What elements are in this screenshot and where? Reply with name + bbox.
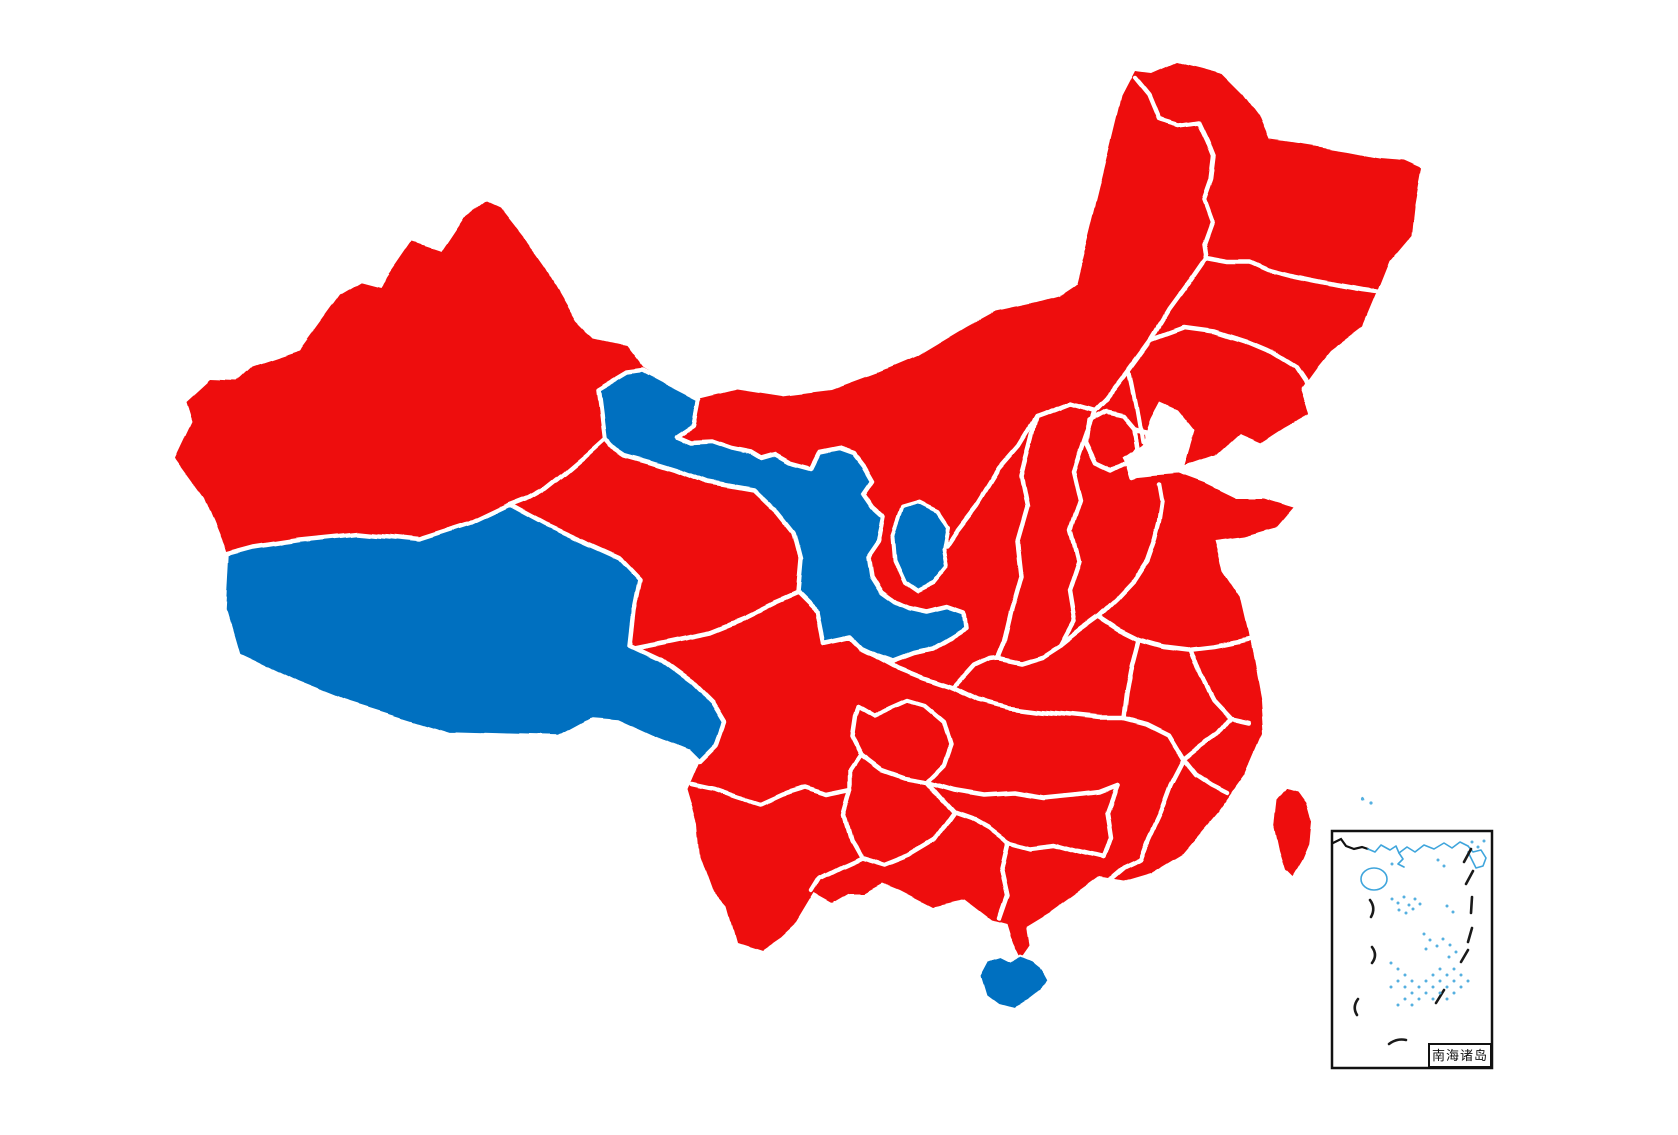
inset-label: 南海诸岛 bbox=[1432, 1048, 1488, 1064]
inset-nine-dash-line bbox=[1353, 847, 1475, 1046]
region-hainan[interactable] bbox=[980, 954, 1050, 1010]
inset-label-box bbox=[1428, 1043, 1492, 1068]
offshore-islet-dots bbox=[1361, 798, 1373, 806]
inset-coastline bbox=[1360, 841, 1487, 891]
inset-mainland-coast bbox=[1331, 837, 1370, 851]
region-taiwan[interactable] bbox=[1274, 789, 1311, 877]
inset-island-dots bbox=[1389, 839, 1486, 1007]
province-borders bbox=[506, 75, 1387, 921]
inset-frame bbox=[1330, 829, 1494, 1070]
south-china-sea-inset: 南海诸岛 bbox=[1330, 829, 1494, 1070]
region-ningxia[interactable] bbox=[891, 501, 950, 594]
region-gansu[interactable] bbox=[595, 367, 969, 664]
region-tibet[interactable] bbox=[221, 502, 727, 765]
